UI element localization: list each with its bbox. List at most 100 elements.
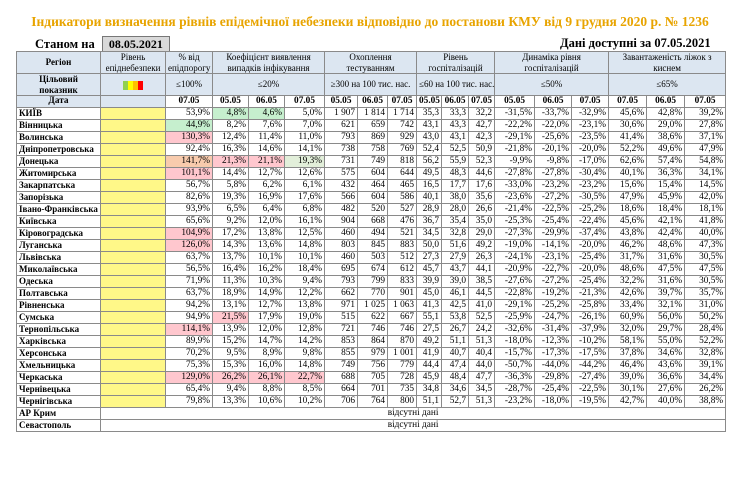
region-name: Одеська: [16, 275, 101, 288]
hosp-level-cell: 47,4: [441, 359, 470, 372]
hosp-level-cell: 43,0: [416, 131, 443, 144]
table-row: Дніпропетровська 92,4% 16,3% 14,6% 14,1% 738 7…: [16, 143, 727, 156]
detection-cell: 10,2%: [283, 395, 326, 408]
region-name: Волинська: [16, 131, 101, 144]
detection-cell: 12,0%: [248, 323, 285, 336]
detection-cell: 18,9%: [212, 287, 249, 300]
target-label: Цільовий показник: [16, 73, 101, 96]
hosp-dynamics-cell: -44,2%: [571, 359, 610, 372]
hosp-dynamics-cell: -29,1%: [494, 299, 536, 312]
level-cell: [100, 311, 166, 324]
level-cell: [100, 155, 166, 168]
hosp-level-cell: 40,1: [416, 191, 443, 204]
detection-cell: 14,8%: [283, 239, 326, 252]
hosp-dynamics-cell: -23,1%: [534, 251, 573, 264]
hosp-dynamics-cell: -22,5%: [571, 383, 610, 396]
hosp-dynamics-cell: -25,2%: [571, 203, 610, 216]
testing-cell: 746: [387, 323, 418, 336]
detection-cell: 10,1%: [248, 251, 285, 264]
hosp-level-cell: 51,6: [441, 239, 470, 252]
hosp-dynamics-cell: -27,6%: [494, 275, 536, 288]
target-hosp-level: ≤60 на 100 тис. нас.: [416, 73, 496, 96]
oxygen-cell: 26,2%: [684, 383, 727, 396]
testing-cell: 604: [357, 167, 389, 180]
testing-cell: 735: [387, 383, 418, 396]
testing-cell: 460: [324, 227, 359, 240]
table-row: Харківська 89,9% 15,2% 14,7% 14,2% 853 864 870 4…: [16, 335, 727, 348]
hosp-dynamics-cell: -17,3%: [534, 347, 573, 360]
level-cell: [100, 179, 166, 192]
detection-cell: 6,2%: [248, 179, 285, 192]
testing-cell: 979: [357, 347, 389, 360]
detection-cell: 16,1%: [283, 215, 326, 228]
oxygen-cell: 40,0%: [646, 395, 686, 408]
detection-cell: 19,0%: [283, 311, 326, 324]
hosp-level-cell: 52,5: [441, 143, 470, 156]
hosp-dynamics-cell: -37,9%: [571, 323, 610, 336]
level-cell: [100, 191, 166, 204]
hosp-dynamics-cell: -25,9%: [494, 311, 536, 324]
pct-cell: 101,1%: [165, 167, 213, 180]
detection-cell: 18,4%: [283, 263, 326, 276]
testing-cell: 845: [357, 239, 389, 252]
hosp-level-cell: 32,8: [441, 227, 470, 240]
detection-cell: 13,7%: [212, 251, 249, 264]
testing-cell: 769: [387, 143, 418, 156]
detection-cell: 14,3%: [212, 239, 249, 252]
pct-cell: 44,9%: [165, 119, 213, 132]
testing-cell: 705: [357, 371, 389, 384]
hosp-dynamics-cell: -9,9%: [494, 155, 536, 168]
header-hosp-dynamics: Динаміка рівня госпіталізацій: [494, 51, 610, 74]
level-cell: [100, 323, 166, 336]
detection-cell: 8,2%: [212, 119, 249, 132]
detection-cell: 6,8%: [283, 203, 326, 216]
oxygen-cell: 33,4%: [608, 299, 648, 312]
hosp-dynamics-cell: -44,0%: [534, 359, 573, 372]
table-row: Запорізька 82,6% 19,3% 16,9% 17,6% 566 604 586 4…: [16, 191, 727, 204]
date-row: Дата 07.05 05.05 06.05 07.05 05.05 06.05…: [16, 95, 727, 108]
testing-cell: 721: [324, 323, 359, 336]
hosp-dynamics-cell: -36,3%: [494, 371, 536, 384]
detection-cell: 13,6%: [248, 239, 285, 252]
hosp-level-cell: 52,4: [416, 143, 443, 156]
table-row: Полтавська 63,7% 18,9% 14,9% 12,2% 662 770 901 4…: [16, 287, 727, 300]
testing-cell: 883: [387, 239, 418, 252]
region-name: Запорізька: [16, 191, 101, 204]
testing-cell: 566: [324, 191, 359, 204]
hosp-level-cell: 33,3: [441, 107, 470, 120]
region-name: Полтавська: [16, 287, 101, 300]
testing-cell: 855: [324, 347, 359, 360]
pct-cell: 56,5%: [165, 263, 213, 276]
detection-cell: 9,4%: [212, 383, 249, 396]
testing-cell: 667: [387, 311, 418, 324]
detection-cell: 17,9%: [248, 311, 285, 324]
detection-cell: 6,5%: [212, 203, 249, 216]
hosp-dynamics-cell: -29,8%: [534, 371, 573, 384]
oxygen-cell: 46,2%: [608, 239, 648, 252]
hosp-dynamics-cell: -27,8%: [534, 167, 573, 180]
oxygen-cell: 42,4%: [646, 227, 686, 240]
indicator-table: Регіон Рівень епіднебезпеки % від епідпо…: [16, 51, 727, 432]
oxygen-cell: 57,4%: [646, 155, 686, 168]
testing-cell: 664: [324, 383, 359, 396]
detection-cell: 14,8%: [283, 359, 326, 372]
detection-cell: 9,2%: [212, 215, 249, 228]
detection-cell: 5,0%: [283, 107, 326, 120]
region-name: Вінницька: [16, 119, 101, 132]
detection-cell: 5,8%: [212, 179, 249, 192]
oxygen-cell: 42,6%: [608, 287, 648, 300]
detection-cell: 13,8%: [283, 299, 326, 312]
detection-cell: 10,3%: [248, 275, 285, 288]
detection-cell: 12,5%: [283, 227, 326, 240]
hosp-dynamics-cell: -37,4%: [571, 227, 610, 240]
hosp-level-cell: 45,9: [416, 371, 443, 384]
detection-cell: 4,8%: [212, 107, 249, 120]
level-cell: [100, 263, 166, 276]
hosp-level-cell: 35,3: [416, 107, 443, 120]
hosp-dynamics-cell: -27,4%: [571, 371, 610, 384]
detection-cell: 11,4%: [248, 131, 285, 144]
hosp-dynamics-cell: -23,2%: [534, 179, 573, 192]
oxygen-cell: 52,2%: [608, 143, 648, 156]
hosp-dynamics-cell: -25,8%: [571, 299, 610, 312]
pct-cell: 75,3%: [165, 359, 213, 372]
